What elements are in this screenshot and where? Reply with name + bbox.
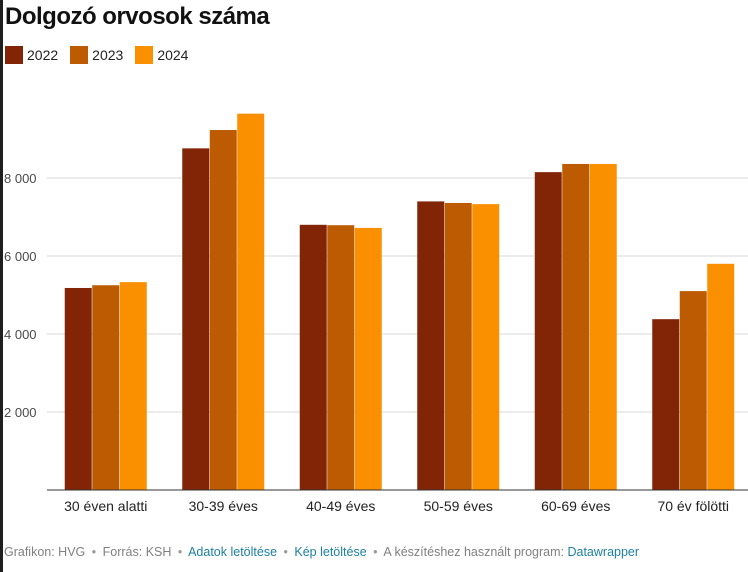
legend-label-2023: 2023 [92,47,124,63]
bar-2023 [562,163,590,490]
footer-separator: • [91,545,97,559]
legend-item-2023: 2023 [70,46,123,64]
bar-2022 [64,287,92,490]
download-data-link[interactable]: Adatok letöltése [188,545,278,559]
bar-2023 [209,130,237,490]
bar-2023 [327,225,355,490]
legend-label-2022: 2022 [27,47,59,63]
bar-2024 [707,263,735,490]
x-tick-label: 30-39 éves [189,498,258,514]
footer-tool-text: A készítéshez használt program: [383,545,564,559]
x-tick-label: 70 év fölötti [657,498,729,514]
bar-2022 [652,319,680,490]
bar-2024 [472,204,500,490]
datawrapper-link[interactable]: Datawrapper [567,545,640,559]
legend-swatch-2022 [5,46,23,64]
bar-2024 [237,113,265,491]
y-tick-label: 8 000 [4,171,37,186]
bar-2024 [354,227,382,491]
bar-2024 [119,282,147,490]
bar-chart: 2 000 4 000 6 000 8 000 30 éven alatti 30-39 … [4,113,748,514]
x-tick-label: 30 éven alatti [64,498,147,514]
bar-2023 [444,202,472,490]
footer-separator: • [283,545,288,559]
chart-footer: Grafikon: HVG • Forrás: KSH • Adatok let… [4,545,639,559]
chart-title: Dolgozó orvosok száma [5,3,270,30]
footer-source: Forrás: KSH [102,545,172,559]
left-border [0,0,3,572]
y-tick-label: 4 000 [4,327,37,342]
x-tick-label: 50-59 éves [424,498,493,514]
x-tick-label: 60-69 éves [541,498,610,514]
footer-separator: • [373,545,378,559]
x-tick-label: 40-49 éves [306,498,375,514]
y-tick-label: 6 000 [4,249,37,264]
footer-credit: Grafikon: HVG [4,545,86,559]
bar-2022 [182,148,210,491]
bar-2023 [679,291,707,490]
bar-2022 [299,224,327,491]
bar-2022 [534,172,562,490]
download-image-link[interactable]: Kép letöltése [294,545,367,559]
bar-2022 [417,201,445,490]
legend-label-2024: 2024 [157,47,189,63]
bar-2024 [589,163,617,490]
y-tick-label: 2 000 [4,405,37,420]
bar-2023 [92,285,120,490]
legend: 2022 2023 2024 [5,46,188,64]
legend-swatch-2024 [135,46,154,64]
footer-separator: • [177,545,183,559]
legend-item-2024: 2024 [135,46,188,64]
legend-item-2022: 2022 [5,46,58,64]
legend-swatch-2023 [70,46,89,64]
